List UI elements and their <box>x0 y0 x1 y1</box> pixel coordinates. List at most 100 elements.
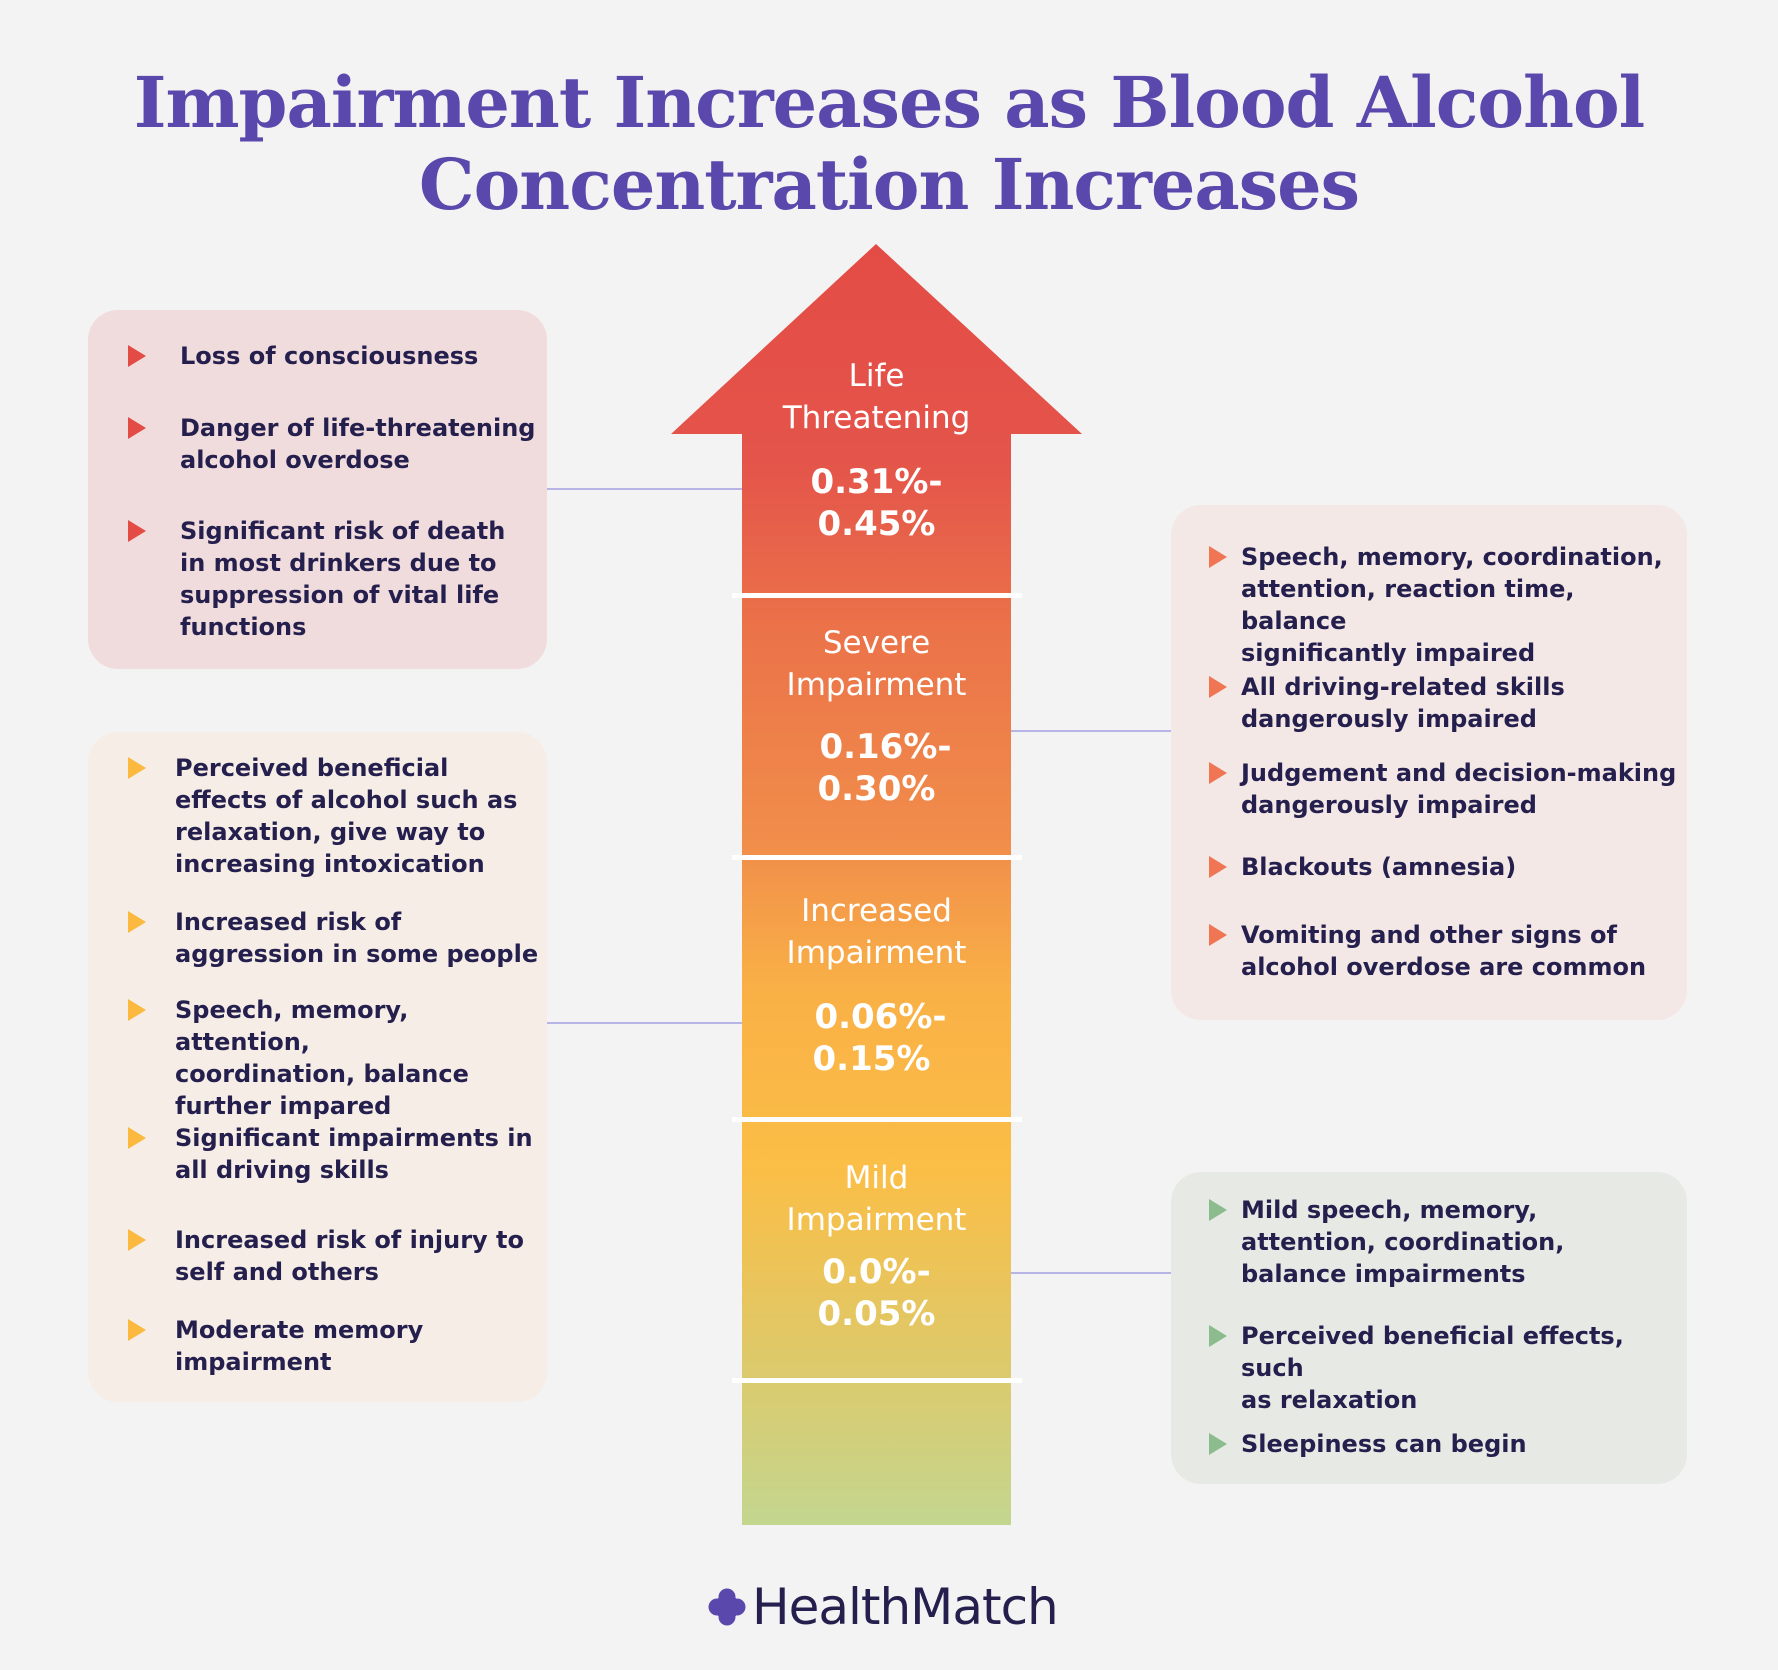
effect-text: Significant risk of death in most drinker… <box>180 515 505 643</box>
level-divider <box>732 593 1022 598</box>
effect-text-line: Mild speech, memory, <box>1241 1196 1538 1224</box>
effect-text: Loss of consciousness <box>180 340 478 372</box>
level-divider <box>732 855 1022 860</box>
play-triangle-icon <box>128 757 146 779</box>
effect-text-line: Sleepiness can begin <box>1241 1430 1527 1458</box>
effect-text-line: Increased risk of <box>175 908 402 936</box>
play-triangle-icon <box>128 1127 146 1149</box>
level-range: 0.15% <box>812 1039 931 1079</box>
severe-effects-box: Speech, memory, coordination, attention, … <box>1171 505 1687 1020</box>
effect-text-line: Increased risk of injury to <box>175 1226 525 1254</box>
brand-name: HealthMatch <box>752 1578 1059 1636</box>
effect-text-line: significantly impaired <box>1241 639 1536 667</box>
effect-text-line: Speech, memory, coordination, <box>1241 543 1663 571</box>
life-threatening-effects-box: Loss of consciousness Danger of life-thre… <box>88 310 547 669</box>
effect-text: Significant impairments in all driving sk… <box>175 1122 533 1186</box>
plus-cross-icon <box>708 1588 746 1626</box>
title-line-1: Impairment Increases as Blood Alcohol <box>133 61 1646 144</box>
level-range: 0.31%- <box>810 462 943 502</box>
level-label: Threatening <box>782 400 971 436</box>
level-range: 0.16%- <box>819 727 952 767</box>
mild-effects-box: Mild speech, memory, attention, coordinat… <box>1171 1172 1687 1484</box>
level-life-threatening: Life Threatening 0.31%- 0.45% <box>742 355 1011 545</box>
connector-increased <box>547 1022 742 1024</box>
level-severe-impairment: Severe Impairment 0.16%- 0.30% <box>742 622 1011 810</box>
level-increased-impairment: Increased Impairment 0.06%- 0.15% <box>742 890 1011 1080</box>
play-triangle-icon <box>1209 856 1227 878</box>
level-label: Mild <box>844 1160 909 1196</box>
connector-mild <box>1011 1272 1171 1274</box>
effect-text: Blackouts (amnesia) <box>1241 851 1516 883</box>
level-label: Impairment <box>786 667 967 703</box>
effect-text-line: functions <box>180 613 307 641</box>
effect-text-line: coordination, balance <box>175 1060 469 1088</box>
effect-text: Perceived beneficial effects of alcohol s… <box>175 752 517 880</box>
level-label: Life <box>848 358 905 394</box>
play-triangle-icon <box>128 911 146 933</box>
page-title: Impairment Increases as Blood Alcohol Co… <box>0 62 1778 226</box>
level-label: Impairment <box>786 935 967 971</box>
effect-text-line: effects of alcohol such as <box>175 786 518 814</box>
play-triangle-icon <box>128 999 146 1021</box>
effect-text: Vomiting and other signs of alcohol overd… <box>1241 919 1646 983</box>
effect-text-line: attention, coordination, <box>1241 1228 1565 1256</box>
effect-text-line: Danger of life-threatening <box>180 414 536 442</box>
play-triangle-icon <box>128 520 146 542</box>
effect-text-line: Moderate memory <box>175 1316 424 1344</box>
level-divider <box>732 1117 1022 1122</box>
effect-text-line: suppression of vital life <box>180 581 500 609</box>
level-label: Increased <box>801 893 952 929</box>
effect-text-line: Vomiting and other signs of <box>1241 921 1617 949</box>
effect-text-line: further impared <box>175 1092 392 1120</box>
effect-text-line: Speech, memory, attention, <box>175 996 409 1056</box>
level-range: 0.45% <box>817 504 936 544</box>
level-range: 0.0%- <box>822 1252 931 1292</box>
effect-text: Sleepiness can begin <box>1241 1428 1527 1460</box>
effect-text-line: dangerously impaired <box>1241 791 1537 819</box>
effect-text: Judgement and decision-making dangerously… <box>1241 757 1676 821</box>
arrow-shape <box>671 244 1082 1525</box>
play-triangle-icon <box>128 1229 146 1251</box>
effect-text-line: alcohol overdose <box>180 446 410 474</box>
title-line-2: Concentration Increases <box>418 143 1360 226</box>
level-divider <box>732 1378 1022 1383</box>
level-label: Impairment <box>786 1202 967 1238</box>
play-triangle-icon <box>1209 546 1227 568</box>
effect-text-line: Loss of consciousness <box>180 342 479 370</box>
level-range: 0.05% <box>817 1294 936 1334</box>
play-triangle-icon <box>1209 1433 1227 1455</box>
connector-life <box>547 488 742 490</box>
effect-text-line: increasing intoxication <box>175 850 485 878</box>
effect-text: Speech, memory, attention, coordination, … <box>175 994 547 1122</box>
effect-text-line: Significant impairments in <box>175 1124 533 1152</box>
effect-text: All driving-related skills dangerously im… <box>1241 671 1565 735</box>
connector-severe <box>1011 730 1171 732</box>
effect-text: Increased risk of aggression in some peop… <box>175 906 538 970</box>
play-triangle-icon <box>128 345 146 367</box>
play-triangle-icon <box>128 1319 146 1341</box>
effect-text: Perceived beneficial effects, such as rel… <box>1241 1320 1687 1416</box>
play-triangle-icon <box>1209 1199 1227 1221</box>
level-range: 0.30% <box>817 769 936 809</box>
effect-text-line: all driving skills <box>175 1156 389 1184</box>
effect-text-line: attention, reaction time, balance <box>1241 575 1575 635</box>
level-mild-impairment: Mild Impairment 0.0%- 0.05% <box>742 1157 1011 1335</box>
effect-text: Moderate memory impairment <box>175 1314 423 1378</box>
effect-text-line: impairment <box>175 1348 332 1376</box>
level-label: Severe <box>822 625 931 661</box>
effect-text-line: alcohol overdose are common <box>1241 953 1647 981</box>
play-triangle-icon <box>1209 762 1227 784</box>
effect-text: Mild speech, memory, attention, coordinat… <box>1241 1194 1564 1290</box>
effect-text-line: dangerously impaired <box>1241 705 1537 733</box>
healthmatch-logo: HealthMatch <box>708 1578 1059 1636</box>
effect-text-line: in most drinkers due to <box>180 549 497 577</box>
effect-text-line: aggression in some people <box>175 940 539 968</box>
effect-text-line: Significant risk of death <box>180 517 506 545</box>
effect-text-line: self and others <box>175 1258 379 1286</box>
play-triangle-icon <box>1209 676 1227 698</box>
effect-text-line: Blackouts (amnesia) <box>1241 853 1517 881</box>
effect-text-line: All driving-related skills <box>1241 673 1565 701</box>
effect-text: Danger of life-threatening alcohol overdo… <box>180 412 535 476</box>
effect-text-line: Perceived beneficial <box>175 754 449 782</box>
